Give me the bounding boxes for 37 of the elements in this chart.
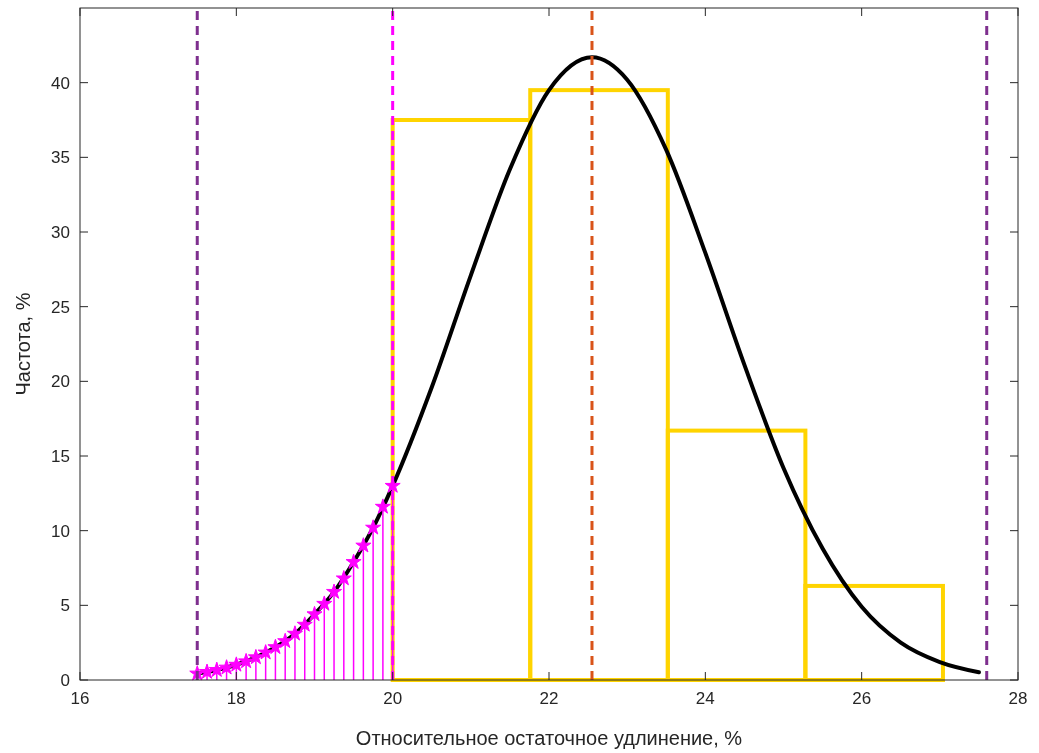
point: [257, 644, 274, 660]
point: [296, 616, 313, 632]
y-tick-label: 20: [51, 372, 70, 392]
y-tick-label: 35: [51, 148, 70, 168]
x-tick-label: 16: [70, 689, 90, 708]
x-tick-label: 22: [539, 689, 559, 708]
point: [228, 656, 245, 672]
point: [199, 663, 216, 679]
y-tick-label: 0: [60, 671, 70, 690]
point: [374, 498, 391, 514]
x-axis-title: Относительное остаточное удлинение, %: [355, 727, 743, 749]
x-tick-label: 20: [383, 689, 403, 708]
point: [326, 583, 343, 599]
y-tick-label: 40: [51, 73, 70, 93]
point: [286, 625, 303, 641]
point: [316, 595, 333, 611]
point: [247, 648, 264, 665]
y-tick-label: 15: [51, 447, 70, 466]
point: [238, 652, 255, 669]
y-axis-title: Частота, %: [12, 292, 34, 396]
x-tick-label: 24: [695, 689, 715, 708]
y-tick-label: 5: [60, 596, 70, 616]
point: [218, 659, 235, 675]
point: [365, 519, 382, 535]
x-tick-label: 18: [226, 689, 246, 708]
y-tick-label: 10: [51, 521, 70, 541]
x-tick-label: 26: [852, 689, 872, 708]
point: [335, 570, 352, 586]
point: [267, 638, 284, 655]
point: [306, 605, 323, 622]
point: [345, 553, 362, 569]
y-tick-label: 30: [51, 223, 70, 242]
point: [277, 632, 294, 649]
y-tick-label: 25: [51, 297, 70, 317]
point: [208, 661, 225, 677]
x-tick-label: 28: [1008, 689, 1028, 708]
point: [355, 537, 372, 553]
